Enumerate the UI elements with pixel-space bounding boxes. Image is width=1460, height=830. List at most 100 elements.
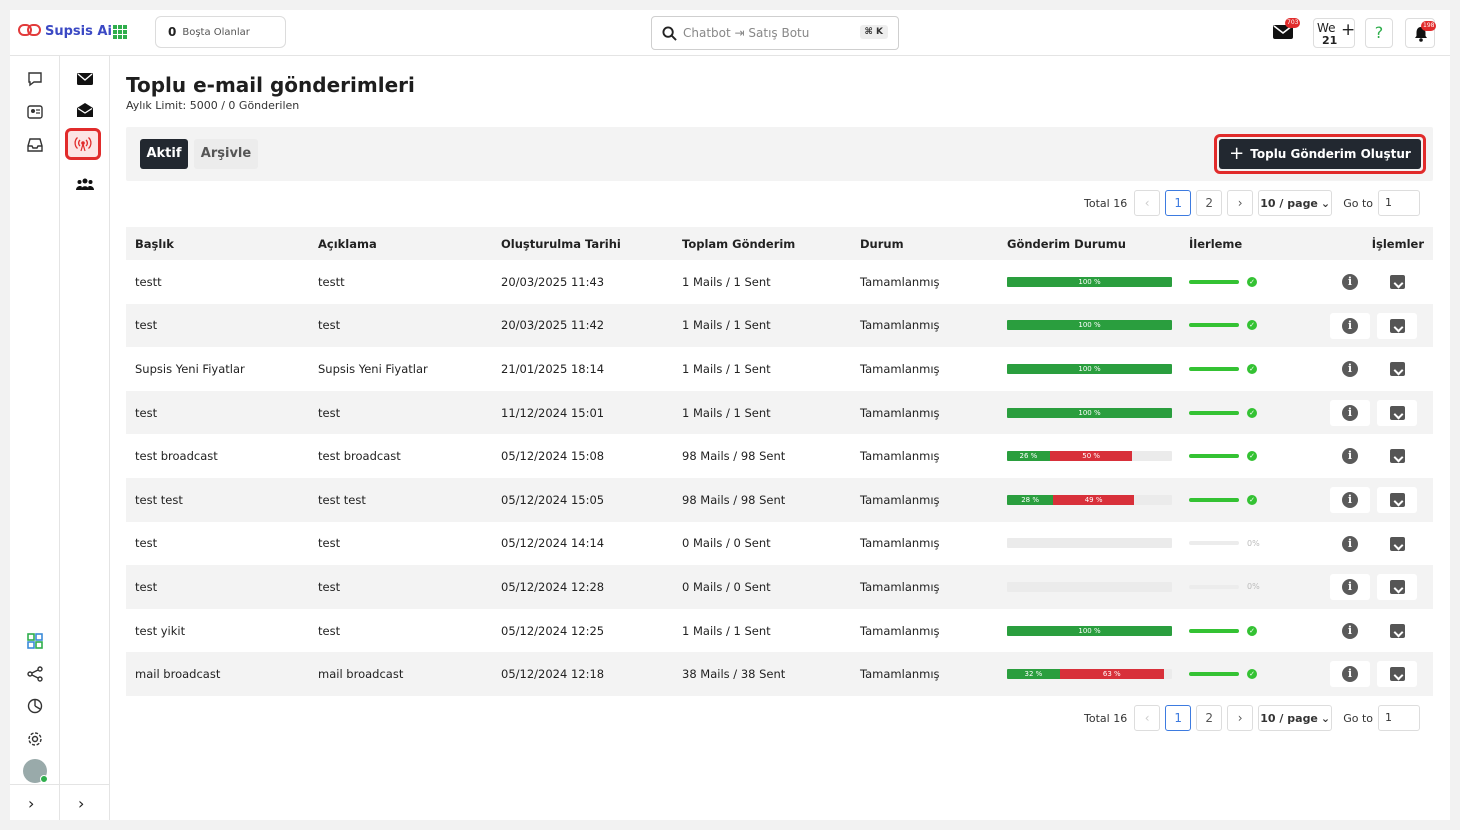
page-size-select[interactable]: 10 / page ⌄ bbox=[1258, 705, 1333, 731]
table-row[interactable]: test yikit test 05/12/2024 12:25 1 Mails / … bbox=[126, 609, 1433, 653]
prev-page-button[interactable]: ‹ bbox=[1134, 190, 1161, 216]
info-icon: i bbox=[1342, 404, 1358, 421]
col-title[interactable]: Başlık bbox=[126, 227, 309, 260]
table-row[interactable]: test test 05/12/2024 14:14 0 Mails / 0 Sent… bbox=[126, 522, 1433, 566]
idle-agents-box[interactable]: 0 Boşta Olanlar bbox=[155, 16, 286, 48]
progress-bar bbox=[1189, 628, 1239, 633]
help-button[interactable]: ? bbox=[1365, 18, 1393, 48]
check-icon: ✓ bbox=[1247, 407, 1257, 418]
next-page-button[interactable]: › bbox=[1227, 705, 1254, 731]
cell-progress: ✓ bbox=[1180, 347, 1330, 391]
workspace-button[interactable]: We 21 + bbox=[1313, 18, 1355, 48]
contacts-icon[interactable] bbox=[24, 101, 46, 123]
page-button[interactable]: 1 bbox=[1165, 705, 1192, 731]
info-button[interactable]: i bbox=[1330, 531, 1370, 557]
send-status-bar bbox=[1007, 581, 1172, 592]
table-row[interactable]: testt testt 20/03/2025 11:43 1 Mails / 1 Se… bbox=[126, 260, 1433, 304]
cell-status: Tamamlanmış bbox=[860, 536, 940, 551]
col-status[interactable]: Durum bbox=[851, 227, 998, 260]
col-total-sent[interactable]: Toplam Gönderim bbox=[673, 227, 851, 260]
cell-description: test bbox=[309, 390, 492, 435]
cell-description: test broadcast bbox=[318, 449, 401, 464]
mail-badge: 703 bbox=[1285, 18, 1301, 28]
info-button[interactable]: i bbox=[1330, 574, 1370, 601]
check-icon: ✓ bbox=[1247, 669, 1257, 680]
create-button-label: Toplu Gönderim Oluştur bbox=[1250, 147, 1411, 161]
goto-input[interactable]: 1 bbox=[1378, 705, 1420, 731]
table-row[interactable]: mail broadcast mail broadcast 05/12/2024 1… bbox=[126, 652, 1433, 696]
page-size-select[interactable]: 10 / page ⌄ bbox=[1258, 190, 1333, 216]
inbox-icon[interactable] bbox=[24, 134, 46, 156]
archive-button[interactable] bbox=[1377, 399, 1417, 426]
col-actions[interactable]: İşlemler bbox=[1330, 227, 1433, 260]
cell-status: Tamamlanmış bbox=[851, 390, 998, 435]
send-status-bar: 100 % bbox=[1007, 276, 1172, 287]
apps-grid-icon[interactable] bbox=[113, 25, 127, 39]
cell-date: 05/12/2024 14:14 bbox=[501, 536, 605, 551]
dashboard-icon[interactable] bbox=[24, 630, 46, 652]
archive-button[interactable] bbox=[1377, 618, 1417, 644]
archive-button[interactable] bbox=[1377, 312, 1417, 339]
archive-button[interactable] bbox=[1377, 269, 1417, 295]
groups-icon[interactable] bbox=[74, 173, 96, 195]
open-mail-icon[interactable] bbox=[74, 99, 96, 121]
archive-icon bbox=[1389, 492, 1405, 507]
archive-button[interactable] bbox=[1377, 443, 1417, 469]
expand-submenu-icon[interactable]: › bbox=[78, 794, 85, 813]
col-send-status[interactable]: Gönderim Durumu bbox=[998, 227, 1180, 260]
table-row[interactable]: test test 11/12/2024 15:01 1 Mails / 1 Sent… bbox=[126, 390, 1433, 435]
notifications-button[interactable]: 198 bbox=[1405, 18, 1437, 48]
create-bulk-send-button[interactable]: + Toplu Gönderim Oluştur bbox=[1219, 139, 1421, 169]
col-created-date[interactable]: Oluşturulma Tarihi bbox=[492, 227, 673, 260]
rail-divider bbox=[60, 784, 110, 785]
archive-icon bbox=[1389, 362, 1405, 377]
col-progress[interactable]: İlerleme bbox=[1180, 227, 1330, 260]
cell-status: Tamamlanmış bbox=[860, 623, 940, 638]
table-row[interactable]: test test 05/12/2024 12:28 0 Mails / 0 Sent… bbox=[126, 565, 1433, 609]
email-icon[interactable] bbox=[74, 68, 96, 90]
chat-icon[interactable] bbox=[24, 68, 46, 90]
archive-button[interactable] bbox=[1377, 531, 1417, 557]
search-input[interactable]: Chatbot ⇥ Satış Botu ⌘ K bbox=[651, 16, 899, 50]
archive-button[interactable] bbox=[1377, 574, 1417, 601]
table-row[interactable]: test test test test 05/12/2024 15:05 98 Mai… bbox=[126, 477, 1433, 522]
expand-sidebar-icon[interactable]: › bbox=[28, 794, 35, 813]
page-button[interactable]: 1 bbox=[1165, 190, 1192, 216]
info-button[interactable]: i bbox=[1330, 486, 1370, 513]
page-button[interactable]: 2 bbox=[1196, 190, 1223, 216]
cell-title: Supsis Yeni Fiyatlar bbox=[135, 361, 245, 376]
info-button[interactable]: i bbox=[1330, 618, 1370, 644]
info-button[interactable]: i bbox=[1330, 269, 1370, 295]
info-button[interactable]: i bbox=[1330, 443, 1370, 469]
goto-label: Go to bbox=[1343, 196, 1373, 210]
cell-send-status bbox=[998, 522, 1180, 566]
cell-title: test broadcast bbox=[135, 449, 218, 464]
col-description[interactable]: Açıklama bbox=[309, 227, 492, 260]
broadcast-menu-item[interactable] bbox=[65, 128, 101, 160]
info-button[interactable]: i bbox=[1330, 312, 1370, 339]
archive-button[interactable] bbox=[1377, 661, 1417, 688]
next-page-button[interactable]: › bbox=[1227, 190, 1254, 216]
prev-page-button[interactable]: ‹ bbox=[1134, 705, 1161, 731]
mail-button[interactable]: 703 bbox=[1273, 18, 1301, 44]
cell-actions: i bbox=[1330, 390, 1433, 435]
reports-icon[interactable] bbox=[24, 695, 46, 717]
goto-input[interactable]: 1 bbox=[1378, 190, 1420, 216]
table-row[interactable]: test test 20/03/2025 11:42 1 Mails / 1 Sent… bbox=[126, 303, 1433, 348]
page-button[interactable]: 2 bbox=[1196, 705, 1223, 731]
archive-button[interactable] bbox=[1377, 356, 1417, 382]
info-button[interactable]: i bbox=[1330, 399, 1370, 426]
share-icon[interactable] bbox=[24, 663, 46, 685]
table-row[interactable]: test broadcast test broadcast 05/12/2024 1… bbox=[126, 434, 1433, 478]
settings-icon[interactable] bbox=[24, 728, 46, 750]
plus-icon: + bbox=[1229, 143, 1245, 164]
logo[interactable]: Supsis Ai bbox=[18, 22, 112, 40]
tab-archive[interactable]: Arşivle bbox=[194, 139, 258, 169]
logo-text: Supsis Ai bbox=[45, 23, 112, 39]
archive-button[interactable] bbox=[1377, 486, 1417, 513]
info-button[interactable]: i bbox=[1330, 661, 1370, 688]
tab-active[interactable]: Aktif bbox=[140, 139, 188, 169]
idle-count: 0 bbox=[168, 25, 177, 39]
info-button[interactable]: i bbox=[1330, 356, 1370, 382]
table-row[interactable]: Supsis Yeni Fiyatlar Supsis Yeni Fiyatlar… bbox=[126, 347, 1433, 391]
